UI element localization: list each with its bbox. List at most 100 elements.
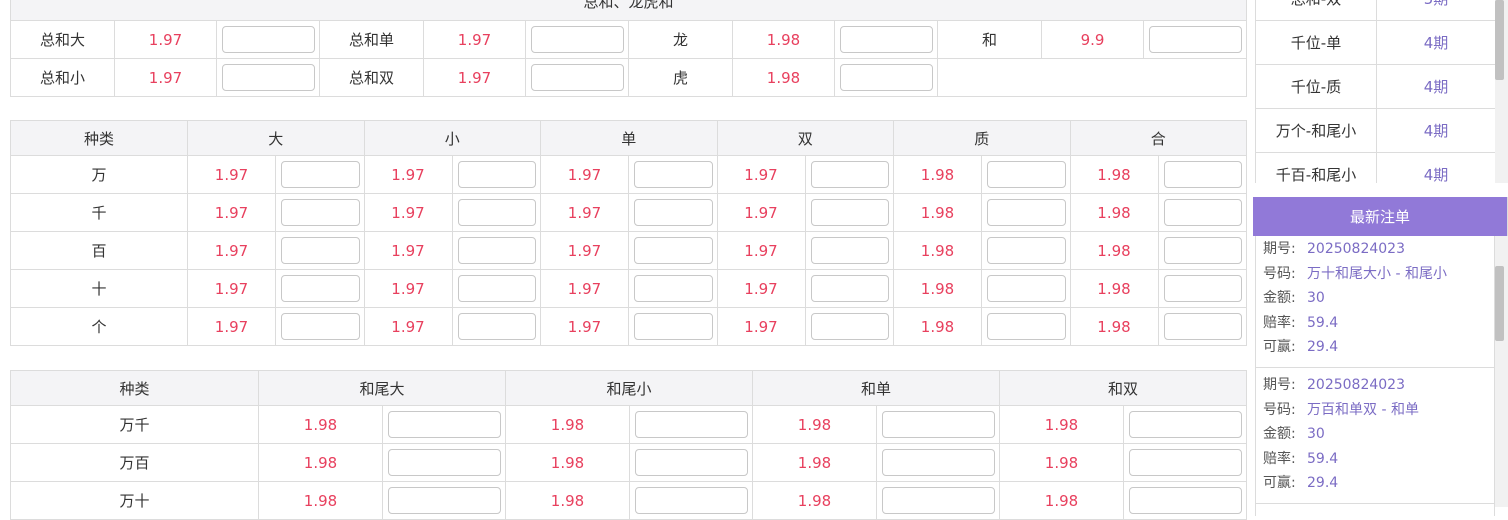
column-header: 质 — [894, 121, 1071, 156]
bet-input[interactable] — [634, 313, 713, 340]
odds: 1.97 — [717, 194, 806, 232]
bet-input[interactable] — [987, 313, 1066, 340]
bet-input[interactable] — [634, 275, 713, 302]
stat-label: 千百-和尾小 — [1256, 153, 1377, 183]
bet-input[interactable] — [1163, 275, 1242, 302]
bet-input[interactable] — [1163, 313, 1242, 340]
bet-input[interactable] — [457, 237, 536, 264]
bet-input[interactable] — [1129, 411, 1242, 438]
bet-input[interactable] — [634, 199, 713, 226]
bet-input[interactable] — [531, 64, 624, 91]
bet-input[interactable] — [281, 313, 360, 340]
field-label: 赔率: — [1263, 314, 1296, 331]
bet-input[interactable] — [457, 275, 536, 302]
input-cell — [805, 232, 894, 270]
bet-input[interactable] — [810, 275, 889, 302]
input-cell — [982, 232, 1071, 270]
bet-input[interactable] — [810, 199, 889, 226]
odds: 1.97 — [541, 194, 629, 232]
bet-input[interactable] — [987, 161, 1066, 188]
bet-input[interactable] — [634, 161, 713, 188]
bet-input[interactable] — [388, 449, 501, 476]
bet-input[interactable] — [810, 237, 889, 264]
bet-input[interactable] — [388, 487, 501, 514]
input-cell — [982, 156, 1071, 194]
bet-input[interactable] — [281, 199, 360, 226]
bet-input[interactable] — [635, 449, 748, 476]
bet-input[interactable] — [222, 26, 315, 53]
bet-input[interactable] — [388, 411, 501, 438]
field-value: 万百和单双 - 和单 — [1307, 401, 1419, 418]
bet-input[interactable] — [1163, 199, 1242, 226]
bet-input[interactable] — [457, 199, 536, 226]
column-header: 大 — [188, 121, 365, 156]
bet-input[interactable] — [635, 487, 748, 514]
bet-input[interactable] — [840, 64, 933, 91]
odds: 1.98 — [753, 482, 877, 520]
odds: 1.97 — [364, 156, 453, 194]
scroll-thumb — [1495, 266, 1504, 341]
input-cell — [1158, 156, 1247, 194]
bet-input[interactable] — [281, 237, 360, 264]
input-cell — [1158, 232, 1247, 270]
input-cell — [452, 270, 541, 308]
input-cell — [835, 59, 938, 97]
bet-input[interactable] — [281, 161, 360, 188]
odds: 1.97 — [541, 232, 629, 270]
bet-input[interactable] — [1163, 161, 1242, 188]
bet-input[interactable] — [1163, 237, 1242, 264]
input-cell — [276, 232, 365, 270]
bet-input[interactable] — [882, 449, 995, 476]
input-cell — [805, 308, 894, 346]
odds: 9.9 — [1042, 21, 1144, 59]
bet-input[interactable] — [882, 487, 995, 514]
row-name: 万十 — [11, 482, 259, 520]
bet-input[interactable] — [457, 313, 536, 340]
bet-input[interactable] — [987, 275, 1066, 302]
field-label: 可赢: — [1263, 339, 1296, 356]
bet-input[interactable] — [634, 237, 713, 264]
bet-input[interactable] — [810, 313, 889, 340]
stat-value: 5期 — [1377, 0, 1496, 21]
column-header: 小 — [364, 121, 541, 156]
bet-input[interactable] — [635, 411, 748, 438]
scrollbar — [1495, 0, 1508, 183]
scrollbar — [1495, 236, 1508, 507]
odds: 1.98 — [753, 406, 877, 444]
column-header: 种类 — [11, 371, 259, 406]
bet-input[interactable] — [987, 199, 1066, 226]
input-cell — [383, 444, 506, 482]
bet-input[interactable] — [222, 64, 315, 91]
odds: 1.98 — [894, 270, 982, 308]
odds: 1.98 — [894, 156, 982, 194]
bets-title: 最新注单 — [1253, 197, 1508, 236]
stat-label: 千位-单 — [1256, 21, 1377, 65]
field-value: 万十和尾大小 - 和尾小 — [1307, 265, 1447, 282]
bet-input[interactable] — [840, 26, 933, 53]
bet-input[interactable] — [882, 411, 995, 438]
bet-input[interactable] — [1129, 487, 1242, 514]
input-cell — [982, 194, 1071, 232]
bet-input[interactable] — [1149, 26, 1242, 53]
bet-input[interactable] — [457, 161, 536, 188]
odds: 1.98 — [1070, 156, 1159, 194]
column-header: 单 — [541, 121, 718, 156]
field-value: 30 — [1307, 290, 1325, 307]
field-label: 金额: — [1263, 290, 1296, 307]
odds: 1.97 — [188, 194, 276, 232]
bet-input[interactable] — [531, 26, 624, 53]
page: 总和、龙虎和 总和大 1.97 总和单 1.97 龙 1.98 和 9.9 总和小 1.97 总和双 1… — [10, 0, 1508, 520]
input-cell — [805, 156, 894, 194]
input-cell — [805, 270, 894, 308]
field-label: 期号: — [1263, 377, 1296, 393]
odds: 1.97 — [424, 21, 526, 59]
bet-input[interactable] — [987, 237, 1066, 264]
input-cell — [217, 21, 320, 59]
bet-input[interactable] — [1129, 449, 1242, 476]
odds: 1.97 — [188, 308, 276, 346]
scroll-thumb — [1495, 0, 1504, 80]
column-header: 和尾小 — [506, 371, 753, 406]
bet-input[interactable] — [810, 161, 889, 188]
column-header: 合 — [1070, 121, 1247, 156]
bet-input[interactable] — [281, 275, 360, 302]
